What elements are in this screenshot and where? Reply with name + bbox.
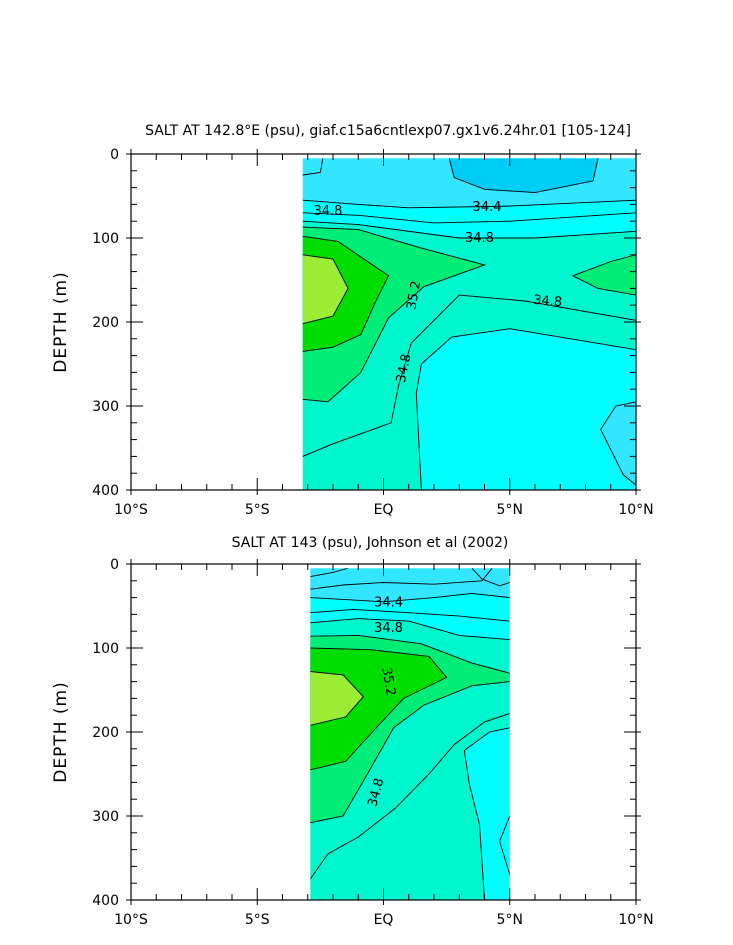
contour-line xyxy=(415,328,636,490)
contour-fill xyxy=(302,254,349,324)
contour-line xyxy=(310,592,510,603)
contour-line xyxy=(302,294,636,457)
contour-label: 34.8 xyxy=(394,353,415,384)
x-tick-label: 5°S xyxy=(245,912,270,928)
x-tick-label: EQ xyxy=(374,502,394,518)
bottom-chart: SALT AT 143 (psu), Johnson et al (2002) … xyxy=(51,535,654,928)
contour-fill xyxy=(600,401,636,485)
x-tick-label: 5°N xyxy=(497,912,523,928)
contour-line xyxy=(600,401,636,486)
top-chart-ylabel: DEPTH (m) xyxy=(51,271,71,372)
contour-label: 34.8 xyxy=(313,204,342,219)
contour-line xyxy=(310,568,493,590)
contour-fill xyxy=(572,254,636,296)
x-tick-label: 5°N xyxy=(497,502,523,518)
contour-label: 34.8 xyxy=(374,621,403,636)
x-tick-label: 10°S xyxy=(114,912,148,928)
contour-line xyxy=(310,618,510,641)
x-tick-label: 5°S xyxy=(245,502,270,518)
contour-label: 34.4 xyxy=(473,200,502,215)
x-tick-label: EQ xyxy=(374,912,394,928)
y-tick-label: 100 xyxy=(92,641,119,657)
contour-field: 34.8 34.4 34.8 35.2 34.8 34.8 xyxy=(302,158,636,490)
contour-fill xyxy=(416,328,636,490)
top-chart-title: SALT AT 142.8°E (psu), giaf.c15a6cntlexp… xyxy=(145,123,631,139)
contour-line xyxy=(310,647,448,771)
bottom-plot-area: 34.4 34.8 35.2 34.8 10°S 5°S EQ 5°N 10°N 0 100 200 3… xyxy=(92,557,653,928)
x-tick-label: 10°S xyxy=(114,502,148,518)
contour-line xyxy=(302,220,636,239)
contour-label: 35.2 xyxy=(404,280,424,311)
contour-line xyxy=(310,671,364,726)
y-tick-label: 300 xyxy=(92,399,119,415)
y-tick-label: 400 xyxy=(92,893,119,909)
contour-line xyxy=(471,568,510,587)
contour-fill xyxy=(449,158,599,193)
contour-line xyxy=(302,199,636,209)
x-tick-label: 10°N xyxy=(618,912,653,928)
contour-line xyxy=(310,634,510,674)
contour-label: 35.2 xyxy=(378,666,398,697)
y-tick-label: 400 xyxy=(92,483,119,499)
contour-label: 34.4 xyxy=(374,596,403,611)
contour-line xyxy=(302,254,349,325)
contour-fill xyxy=(310,568,510,602)
contour-label: 34.8 xyxy=(465,231,494,246)
y-tick-label: 200 xyxy=(92,315,119,331)
top-chart: SALT AT 142.8°E (psu), giaf.c15a6cntlexp… xyxy=(51,123,654,518)
y-tick-label: 300 xyxy=(92,809,119,825)
y-tick-label: 0 xyxy=(110,147,119,163)
contour-line xyxy=(310,568,349,578)
contour-line xyxy=(302,158,324,176)
contour-line xyxy=(310,713,510,880)
bottom-chart-title: SALT AT 143 (psu), Johnson et al (2002) xyxy=(232,535,509,551)
x-tick-label: 10°N xyxy=(618,502,653,518)
contour-label: 34.8 xyxy=(533,293,563,310)
contour-fill xyxy=(464,727,510,900)
contour-line xyxy=(463,727,510,900)
contour-line xyxy=(310,681,510,824)
contour-line xyxy=(571,254,636,296)
contour-label: 34.8 xyxy=(365,777,387,809)
contour-line xyxy=(448,158,599,194)
contour-fill xyxy=(310,671,364,726)
top-plot-area: 34.8 34.4 34.8 35.2 34.8 34.8 10°S 5°S EQ 5°N 10°N… xyxy=(92,147,653,518)
y-tick-label: 0 xyxy=(110,557,119,573)
contour-line xyxy=(302,226,487,403)
contour-field: 34.4 34.8 35.2 34.8 xyxy=(310,568,510,900)
contour-line xyxy=(499,815,510,875)
contour-line xyxy=(302,235,390,352)
contour-line xyxy=(302,212,636,224)
bottom-chart-ylabel: DEPTH (m) xyxy=(51,681,71,782)
y-tick-label: 100 xyxy=(92,231,119,247)
contour-line xyxy=(310,608,510,622)
y-tick-label: 200 xyxy=(92,725,119,741)
